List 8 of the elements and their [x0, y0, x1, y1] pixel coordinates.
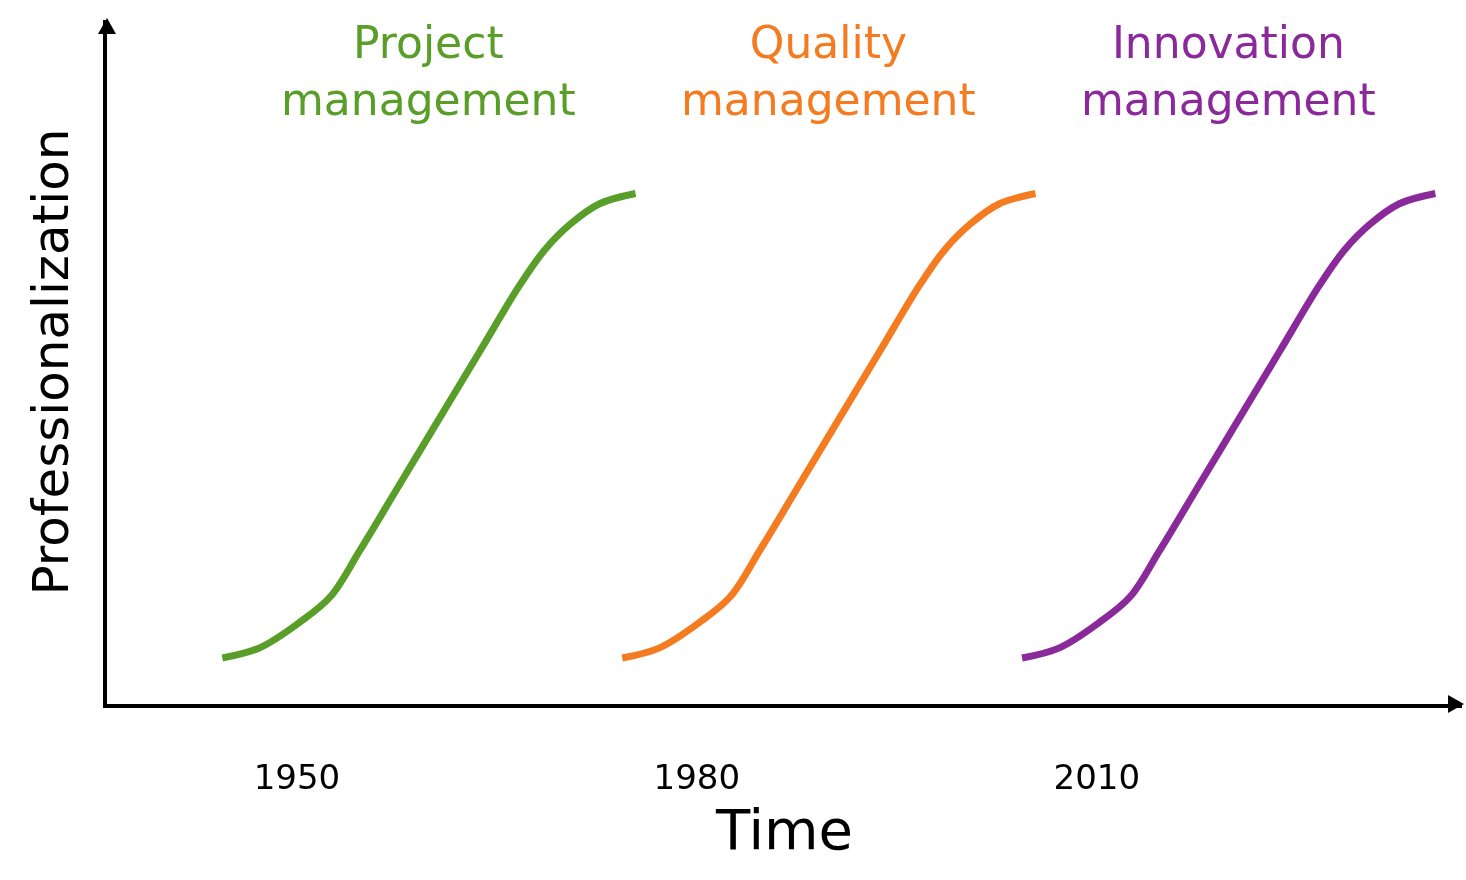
x-tick-label: 2010 [1053, 756, 1141, 797]
series-label: Innovation management [1081, 17, 1376, 126]
series-label: Quality management [681, 17, 976, 126]
series-label: Project management [281, 17, 576, 126]
x-tick-label: 1980 [653, 756, 741, 797]
x-tick-label: 1950 [253, 756, 341, 797]
y-axis-title: Professionalization [21, 128, 80, 596]
x-axis-title: Time [714, 796, 854, 862]
